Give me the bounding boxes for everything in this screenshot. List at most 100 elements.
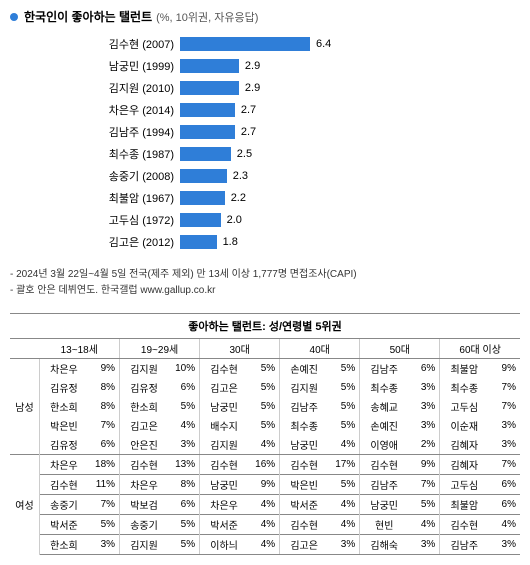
name-cell: 최수종 xyxy=(280,416,328,435)
name-cell: 차은우 xyxy=(200,495,248,515)
name-cell: 차은우 xyxy=(39,455,87,475)
pct-cell: 9% xyxy=(248,475,280,495)
name-cell: 김수현 xyxy=(280,455,328,475)
table-row: 박서준5%송중기5%박서준4%김수현4%현빈4%김수현4% xyxy=(10,515,520,535)
name-cell: 차은우 xyxy=(39,359,87,379)
name-cell: 김혜자 xyxy=(440,455,488,475)
name-cell: 고두심 xyxy=(440,475,488,495)
name-cell: 김수현 xyxy=(280,515,328,535)
pct-cell: 5% xyxy=(168,515,200,535)
pct-cell: 9% xyxy=(488,359,520,379)
pct-cell: 17% xyxy=(328,455,360,475)
bar-label: 최불암 (1967) xyxy=(70,190,180,206)
name-cell: 이하늬 xyxy=(200,535,248,555)
pct-cell: 3% xyxy=(488,435,520,455)
bar-label: 차은우 (2014) xyxy=(70,102,180,118)
bar-value: 2.3 xyxy=(233,170,248,182)
pct-cell: 3% xyxy=(408,397,440,416)
bar-row: 최불암 (1967) 2.2 xyxy=(70,187,520,209)
pct-cell: 6% xyxy=(408,359,440,379)
pct-cell: 18% xyxy=(88,455,120,475)
name-cell: 김남주 xyxy=(360,475,408,495)
name-cell: 한소희 xyxy=(39,535,87,555)
bar xyxy=(180,169,227,183)
pct-cell: 7% xyxy=(488,397,520,416)
bar-row: 김지원 (2010)2.9 xyxy=(70,77,520,99)
name-cell: 최수종 xyxy=(360,378,408,397)
bar xyxy=(180,235,217,249)
name-cell: 김지원 xyxy=(120,535,168,555)
pct-cell: 13% xyxy=(168,455,200,475)
table-row: 김유정8%김유정6%김고은5%김지원5%최수종3%최수종7% xyxy=(10,378,520,397)
bar-label: 고두심 (1972) xyxy=(70,212,180,228)
bar xyxy=(180,59,239,73)
name-cell: 김수현 xyxy=(440,515,488,535)
table-row: 박은빈7%김고은4%배수지5%최수종5%손예진3%이순재3% xyxy=(10,416,520,435)
chart-title-row: 한국인이 좋아하는 탤런트 (%, 10위권, 자유응답) xyxy=(10,8,520,25)
name-cell: 박서준 xyxy=(200,515,248,535)
pct-cell: 4% xyxy=(248,495,280,515)
bullet-icon xyxy=(10,13,18,21)
name-cell: 김고은 xyxy=(280,535,328,555)
name-cell: 최불암 xyxy=(440,495,488,515)
bar xyxy=(180,81,239,95)
name-cell: 김혜자 xyxy=(440,435,488,455)
name-cell: 박은빈 xyxy=(39,416,87,435)
name-cell: 이순재 xyxy=(440,416,488,435)
pct-cell: 11% xyxy=(88,475,120,495)
name-cell: 남궁민 xyxy=(280,435,328,455)
chart-title: 한국인이 좋아하는 탤런트 xyxy=(24,8,152,25)
name-cell: 김해숙 xyxy=(360,535,408,555)
name-cell: 남궁민 xyxy=(200,397,248,416)
bar-value: 2.2 xyxy=(231,192,246,204)
bar-label: 송중기 (2008) xyxy=(70,168,180,184)
bar-label: 김고은 (2012) xyxy=(70,234,180,250)
name-cell: 김남주 xyxy=(440,535,488,555)
name-cell: 박보검 xyxy=(120,495,168,515)
bar-row: 최수종 (1987)2.5 xyxy=(70,143,520,165)
name-cell: 안은진 xyxy=(120,435,168,455)
table-row: 여성차은우18%김수현13%김수현16%김수현17%김수현9%김혜자7% xyxy=(10,455,520,475)
name-cell: 현빈 xyxy=(360,515,408,535)
pct-cell: 6% xyxy=(488,475,520,495)
pct-cell: 4% xyxy=(408,515,440,535)
pct-cell: 3% xyxy=(488,535,520,555)
name-cell: 김고은 xyxy=(120,416,168,435)
pct-cell: 3% xyxy=(408,535,440,555)
chart-subtitle: (%, 10위권, 자유응답) xyxy=(156,9,258,25)
name-cell: 남궁민 xyxy=(360,495,408,515)
pct-cell: 5% xyxy=(168,535,200,555)
bar-row: 고두심 (1972)2.0 xyxy=(70,209,520,231)
footnote-line: - 괄호 안은 데뷔연도. 한국갤럽 www.gallup.co.kr xyxy=(10,283,520,299)
pct-cell: 3% xyxy=(488,416,520,435)
pct-cell: 7% xyxy=(88,495,120,515)
table-row: 송중기7%박보검6%차은우4%박서준4%남궁민5%최불암6% xyxy=(10,495,520,515)
name-cell: 배수지 xyxy=(200,416,248,435)
bar-value: 1.8 xyxy=(223,236,238,248)
name-cell: 차은우 xyxy=(120,475,168,495)
footnote-line: - 2024년 3월 22일~4월 5일 전국(제주 제외) 만 13세 이상 … xyxy=(10,267,520,283)
pct-cell: 3% xyxy=(168,435,200,455)
pct-cell: 5% xyxy=(248,378,280,397)
bar-row: 송중기 (2008) 2.3 xyxy=(70,165,520,187)
pct-cell: 5% xyxy=(248,416,280,435)
pct-cell: 3% xyxy=(408,378,440,397)
pct-cell: 5% xyxy=(248,359,280,379)
ranking-table: 13~18세19~29세30대40대50대60대 이상 남성차은우9%김지원10… xyxy=(10,339,520,555)
name-cell: 김남주 xyxy=(360,359,408,379)
name-cell: 최불암 xyxy=(440,359,488,379)
bar-value: 2.7 xyxy=(241,104,256,116)
pct-cell: 4% xyxy=(248,435,280,455)
pct-cell: 4% xyxy=(168,416,200,435)
pct-cell: 4% xyxy=(488,515,520,535)
pct-cell: 6% xyxy=(168,378,200,397)
name-cell: 김지원 xyxy=(280,378,328,397)
bar xyxy=(180,213,221,227)
bar-value: 2.9 xyxy=(245,60,260,72)
bar-row: 김고은 (2012) 1.8 xyxy=(70,231,520,253)
pct-cell: 5% xyxy=(408,495,440,515)
name-cell: 김수현 xyxy=(200,359,248,379)
pct-cell: 2% xyxy=(408,435,440,455)
pct-cell: 5% xyxy=(328,378,360,397)
pct-cell: 5% xyxy=(328,397,360,416)
